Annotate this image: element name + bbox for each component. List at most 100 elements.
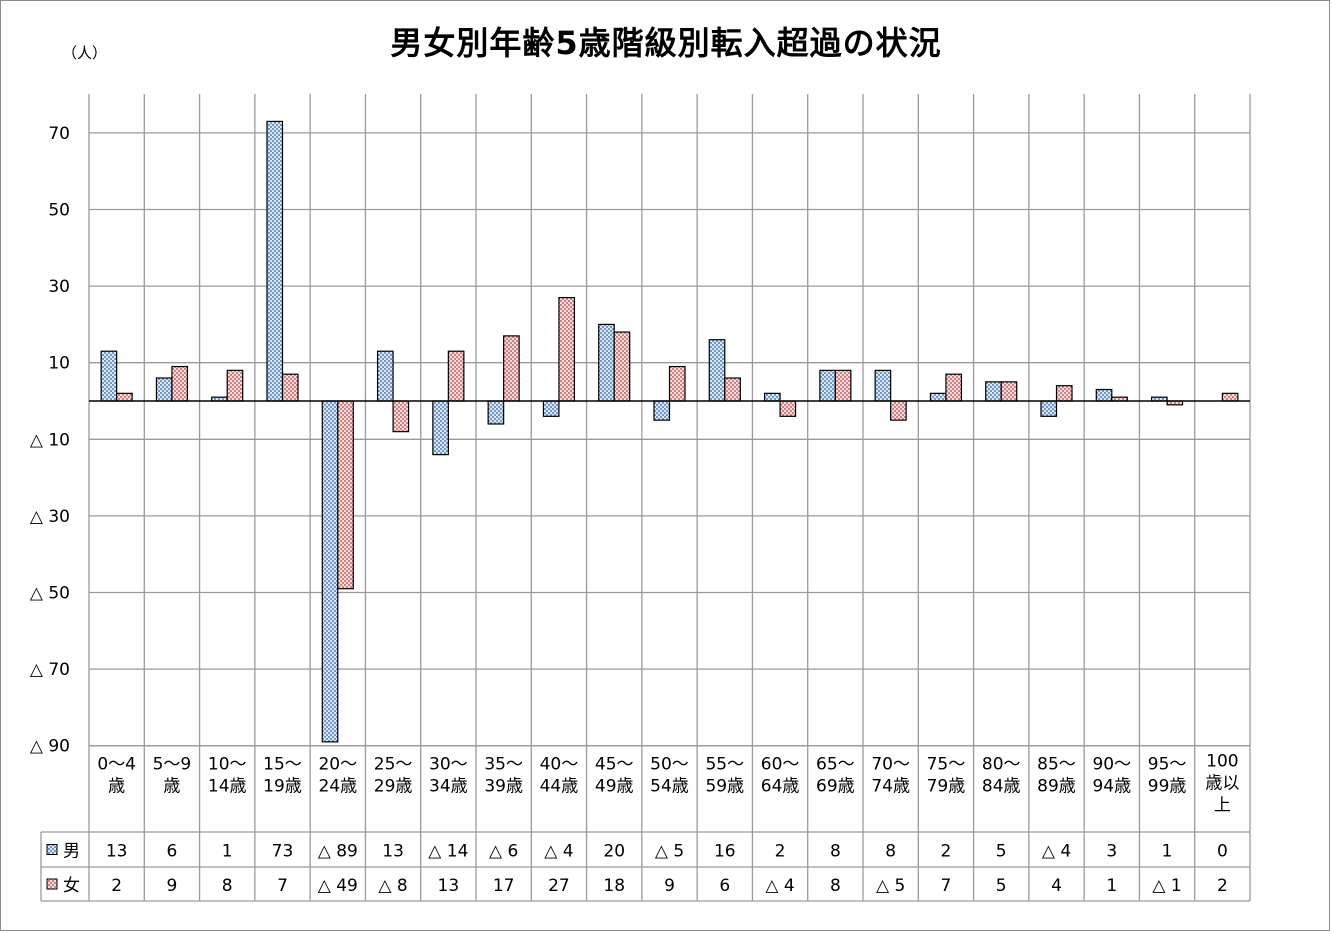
bar-female	[1221, 392, 1239, 402]
bar-female	[613, 331, 631, 402]
bar-male	[100, 350, 118, 402]
data-value-cell: 1	[1106, 876, 1117, 896]
bar-male	[321, 400, 339, 743]
y-tick-label: 70	[48, 124, 70, 144]
legend-label-female: 女	[63, 876, 80, 896]
legend-key-male	[46, 844, 58, 855]
category-label: 95～ 99歳	[1148, 755, 1187, 797]
category-label: 5～9 歳	[153, 755, 192, 797]
data-value-cell: 8	[830, 842, 841, 862]
bar-female	[337, 400, 354, 590]
data-value-cell: 9	[167, 876, 178, 896]
bar-female	[668, 365, 686, 402]
bar-male	[432, 400, 449, 456]
data-value-cell: 7	[277, 876, 288, 896]
data-value-cell: 2	[111, 876, 122, 896]
data-value-cell: △ 89	[318, 842, 358, 862]
bar-female	[226, 369, 244, 402]
data-value-cell: 17	[493, 876, 515, 896]
category-label: 55～ 59歳	[705, 755, 744, 797]
data-value-cell: △ 4	[544, 842, 573, 862]
data-value-cell: 2	[1217, 876, 1228, 896]
data-value-cell: 3	[1106, 842, 1117, 862]
data-value-cell: 8	[885, 842, 896, 862]
bar-female	[281, 373, 299, 402]
bar-male	[874, 369, 892, 402]
category-label: 50～ 54歳	[650, 755, 689, 797]
y-tick-label: △ 30	[30, 507, 70, 527]
data-value-cell: 4	[1051, 876, 1062, 896]
data-value-cell: △ 14	[428, 842, 468, 862]
bar-female	[834, 369, 852, 402]
bar-female	[945, 373, 963, 402]
category-label: 85～ 89歳	[1037, 755, 1076, 797]
category-label: 80～ 84歳	[982, 755, 1021, 797]
data-value-cell: 9	[664, 876, 675, 896]
data-value-cell: △ 8	[378, 876, 407, 896]
data-value-cell: △ 5	[876, 876, 905, 896]
data-value-cell: 16	[714, 842, 736, 862]
bar-female	[724, 377, 741, 402]
category-label: 35～ 39歳	[484, 755, 523, 797]
data-value-cell: 0	[1217, 842, 1228, 862]
bar-female	[503, 335, 520, 402]
data-value-cell: 8	[830, 876, 841, 896]
data-value-cell: 5	[996, 876, 1007, 896]
data-value-cell: 2	[941, 842, 952, 862]
bar-male	[487, 400, 505, 425]
category-label: 20～ 24歳	[318, 755, 357, 797]
category-label: 10～ 14歳	[208, 755, 247, 797]
bar-female	[392, 400, 410, 433]
bar-male	[653, 400, 671, 421]
data-value-cell: △ 4	[765, 876, 794, 896]
data-value-cell: 20	[603, 842, 625, 862]
legend-label-male: 男	[63, 842, 80, 862]
y-tick-label: △ 50	[30, 584, 70, 604]
y-tick-label: 50	[48, 201, 70, 221]
data-value-cell: △ 1	[1152, 876, 1181, 896]
bar-male	[985, 381, 1002, 402]
bar-male	[598, 323, 615, 402]
data-value-cell: 27	[548, 876, 570, 896]
data-value-cell: 13	[382, 842, 404, 862]
bar-female	[171, 365, 189, 402]
bar-male	[929, 392, 947, 402]
y-tick-label: 30	[48, 277, 70, 297]
bar-female	[116, 392, 133, 402]
data-value-cell: 1	[1162, 842, 1173, 862]
category-label: 30～ 34歳	[429, 755, 468, 797]
category-label: 60～ 64歳	[761, 755, 800, 797]
bar-male	[1040, 400, 1058, 417]
bar-male	[708, 339, 726, 402]
data-value-cell: △ 4	[1042, 842, 1071, 862]
bar-male	[542, 400, 560, 417]
data-value-cell: △ 6	[489, 842, 518, 862]
data-value-cell: 5	[996, 842, 1007, 862]
data-value-cell: 13	[438, 876, 460, 896]
data-value-cell: △ 5	[655, 842, 684, 862]
data-value-cell: 73	[272, 842, 294, 862]
y-tick-label: △ 90	[30, 737, 70, 757]
data-value-cell: 6	[167, 842, 178, 862]
bar-female	[1000, 381, 1018, 402]
bar-female	[779, 400, 797, 417]
chart-title: 男女別年齢5歳階級別転入超過の状況	[390, 24, 942, 62]
bar-female	[1055, 385, 1073, 402]
category-label: 25～ 29歳	[374, 755, 413, 797]
data-value-cell: 1	[222, 842, 233, 862]
y-tick-label: △ 10	[30, 430, 70, 450]
data-value-cell: 2	[775, 842, 786, 862]
data-value-cell: 6	[719, 876, 730, 896]
data-value-cell: 18	[603, 876, 625, 896]
bar-male	[1095, 388, 1113, 402]
category-label: 100 歳以上	[1205, 752, 1239, 816]
bar-male	[266, 120, 284, 402]
data-value-cell: 7	[941, 876, 952, 896]
data-value-cell: △ 49	[318, 876, 358, 896]
bar-male	[376, 350, 394, 402]
bar-male	[155, 377, 173, 402]
category-label: 90～ 94歳	[1092, 755, 1131, 797]
category-label: 75～ 79歳	[927, 755, 966, 797]
